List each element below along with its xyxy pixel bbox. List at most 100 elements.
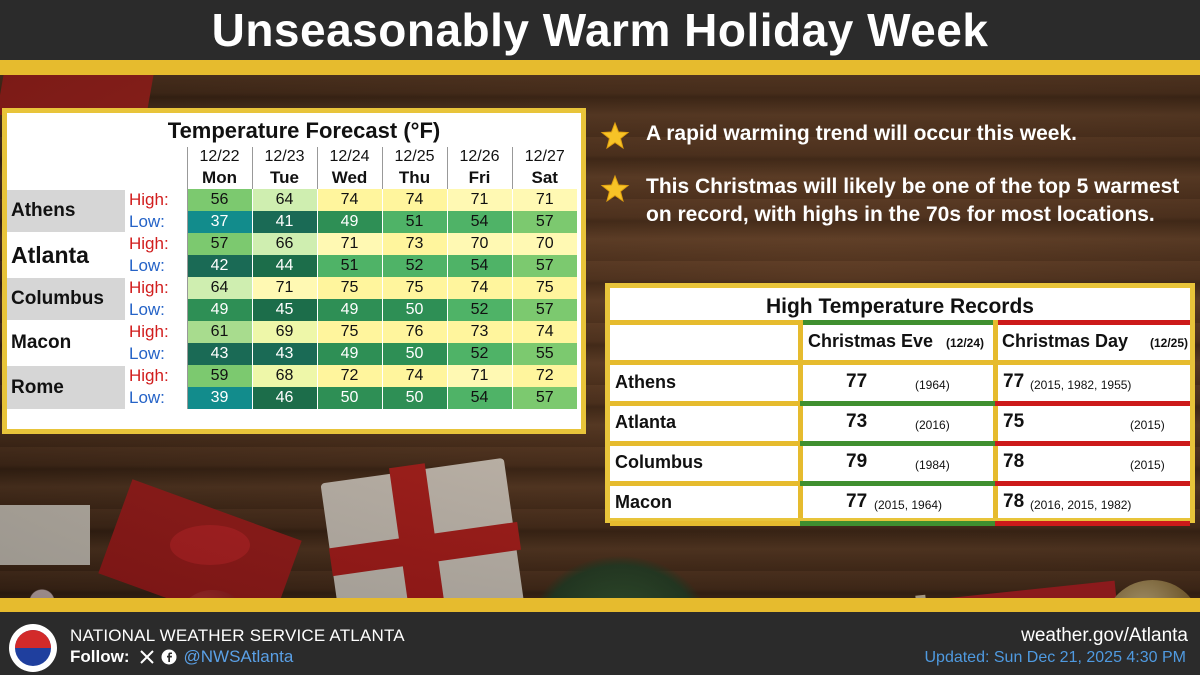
high-temp-cell: 75: [511, 277, 577, 299]
column-day: Thu: [381, 167, 447, 189]
divider-line: [610, 441, 800, 446]
city-label: Athens: [7, 188, 125, 233]
high-temp-cell: 74: [511, 321, 577, 343]
facebook-icon[interactable]: [161, 649, 177, 665]
column-date: 12/25: [381, 147, 447, 167]
low-temp-cell: 46: [251, 387, 317, 409]
day-record-value: 78: [1003, 491, 1025, 512]
high-temp-cell: 72: [511, 365, 577, 387]
low-temp-cell: 57: [511, 299, 577, 321]
website-link[interactable]: weather.gov/Atlanta: [1021, 625, 1188, 646]
christmas-eve-date: (12/24): [946, 336, 985, 350]
high-temp-cell: 73: [381, 233, 447, 255]
bow-decoration: [170, 525, 250, 565]
low-temp-cell: 49: [186, 299, 252, 321]
star-icon: [600, 174, 634, 204]
divider-line: [800, 401, 995, 406]
low-temp-cell: 43: [251, 343, 317, 365]
column-day: Fri: [446, 167, 512, 189]
forecast-row: Low: 37 41 49 51 54 57: [7, 211, 577, 233]
forecast-table: 12/22 12/23 12/24 12/25 12/26 12/27 Mon Tue Wed T…: [7, 147, 577, 409]
divider-line: [995, 360, 1190, 365]
star-icon: [600, 121, 634, 151]
bullet-text: This Christmas will likely be one of the…: [646, 175, 1180, 226]
day-record-value: 75: [1003, 411, 1025, 432]
column-date: 12/27: [511, 147, 577, 167]
nws-logo-icon: [9, 624, 57, 672]
low-temp-cell: 51: [316, 255, 382, 277]
records-panel: High Temperature Records Christmas Eve (1…: [605, 283, 1195, 526]
high-temp-cell: 68: [251, 365, 317, 387]
low-temp-cell: 42: [186, 255, 252, 277]
low-temp-cell: 37: [186, 211, 252, 233]
high-temp-cell: 71: [446, 189, 512, 211]
eve-record-years: (2015, 1964): [874, 498, 943, 512]
divider-line: [995, 320, 1190, 325]
low-temp-cell: 54: [446, 211, 512, 233]
divider-line: [800, 521, 995, 526]
eve-record-value: 77: [846, 491, 868, 512]
high-temp-cell: 74: [381, 365, 447, 387]
bullet-item: This Christmas will likely be one of the…: [600, 173, 1190, 229]
christmas-day-date: (12/25): [1150, 336, 1189, 350]
day-record-value: 78: [1003, 451, 1025, 472]
header-bar: Unseasonably Warm Holiday Week: [0, 0, 1200, 60]
high-temp-cell: 64: [186, 277, 252, 299]
high-temp-cell: 64: [251, 189, 317, 211]
divider-line: [610, 360, 800, 365]
low-label: Low:: [125, 211, 188, 233]
divider-line: [800, 441, 995, 446]
agency-name: NATIONAL WEATHER SERVICE ATLANTA: [70, 626, 405, 645]
column-date: 12/23: [251, 147, 317, 167]
eve-record-years: (1984): [915, 458, 950, 472]
high-temp-cell: 71: [511, 189, 577, 211]
bullet-item: A rapid warming trend will occur this we…: [600, 120, 1190, 151]
forecast-panel: Temperature Forecast (°F) 12/22 12/23 12/2…: [2, 108, 586, 434]
divider-line: [995, 521, 1190, 526]
high-temp-cell: 74: [446, 277, 512, 299]
high-temp-cell: 69: [251, 321, 317, 343]
low-temp-cell: 52: [381, 255, 447, 277]
low-temp-cell: 52: [446, 343, 512, 365]
divider-line: [610, 521, 800, 526]
christmas-eve-header: Christmas Eve: [808, 331, 934, 351]
x-icon[interactable]: [139, 649, 155, 665]
column-day: Wed: [316, 167, 382, 189]
low-temp-cell: 50: [381, 343, 447, 365]
low-temp-cell: 39: [186, 387, 252, 409]
records-table: High Temperature Records Christmas Eve (1…: [610, 288, 1190, 526]
low-temp-cell: 50: [381, 387, 447, 409]
forecast-row: Atlanta High: 57 66 71 73 70 70: [7, 232, 577, 277]
forecast-row: Low: 49 45 49 50 52 57: [7, 299, 577, 321]
low-label: Low:: [125, 343, 188, 365]
divider-line: [800, 360, 995, 365]
low-temp-cell: 44: [251, 255, 317, 277]
high-temp-cell: 75: [316, 321, 382, 343]
forecast-row: Rome High: 59 68 72 74 71 72: [7, 364, 577, 409]
low-temp-cell: 50: [381, 299, 447, 321]
forecast-table-container: Temperature Forecast (°F) 12/22 12/23 12/2…: [7, 113, 581, 429]
social-handle-link[interactable]: @NWSAtlanta: [183, 647, 294, 666]
day-record-years: (2016, 2015, 1982): [1030, 498, 1132, 512]
low-label: Low:: [125, 299, 188, 321]
eve-record-value: 77: [846, 371, 868, 392]
low-temp-cell: 50: [316, 387, 382, 409]
divider-line: [995, 401, 1190, 406]
follow-label: Follow:: [70, 647, 130, 666]
low-label: Low:: [125, 387, 188, 409]
high-temp-cell: 72: [316, 365, 382, 387]
forecast-row: Low: 39 46 50 50 54 57: [7, 387, 577, 409]
high-temp-cell: 61: [186, 321, 252, 343]
records-title: High Temperature Records: [765, 295, 1034, 318]
eve-record-years: (1964): [915, 378, 950, 392]
day-record-years: (2015): [1130, 418, 1165, 432]
updated-timestamp: Updated: Sun Dec 21, 2025 4:30 PM: [924, 649, 1186, 666]
pine-decoration: [530, 555, 710, 598]
low-temp-cell: 54: [446, 255, 512, 277]
high-label: High:: [125, 277, 188, 299]
berries-decoration: [20, 575, 130, 598]
record-city: Macon: [615, 492, 673, 512]
page-title: Unseasonably Warm Holiday Week: [211, 4, 989, 56]
forecast-row: Low: 43 43 49 50 52 55: [7, 343, 577, 365]
high-temp-cell: 70: [511, 233, 577, 255]
